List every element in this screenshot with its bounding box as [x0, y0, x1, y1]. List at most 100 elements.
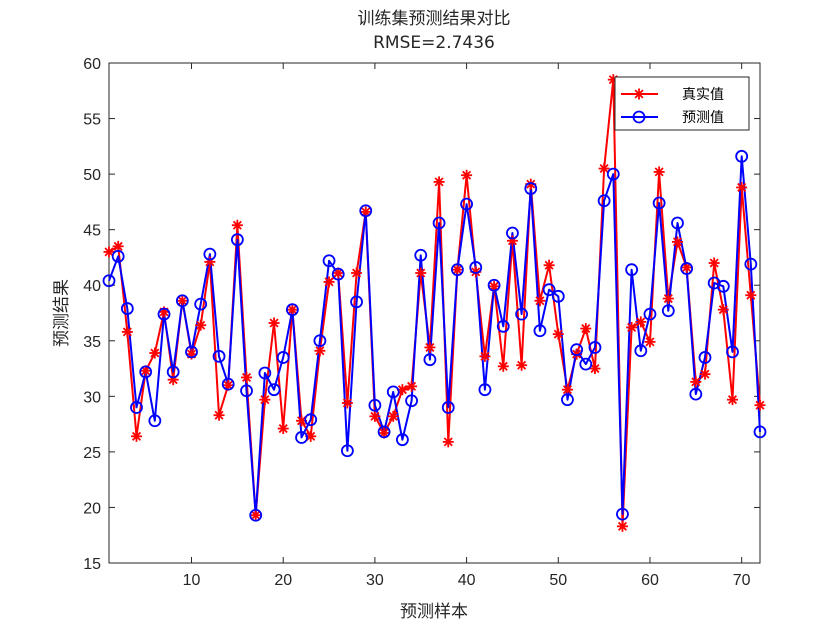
data-point-predicted: [130, 401, 143, 414]
data-point-predicted: [120, 302, 134, 315]
data-point-actual: [461, 169, 473, 181]
y-tick-label: 30: [83, 389, 101, 406]
data-point-actual: [589, 363, 601, 375]
data-point-actual: [598, 163, 610, 175]
data-point-actual: [415, 267, 427, 279]
data-point-actual: [433, 176, 445, 188]
data-point-predicted: [542, 283, 556, 297]
y-tick-label: 35: [83, 334, 101, 351]
data-point-predicted: [625, 263, 639, 277]
y-tick-label: 50: [83, 167, 101, 184]
y-axis-label: 预测结果: [52, 279, 72, 347]
series-group: [102, 74, 767, 532]
data-point-predicted: [285, 303, 299, 317]
data-point-predicted: [671, 216, 684, 230]
data-point-predicted: [597, 194, 611, 208]
data-point-actual: [277, 423, 289, 435]
data-point-predicted: [331, 267, 345, 281]
data-point-actual: [662, 293, 674, 305]
data-point-actual: [268, 317, 280, 329]
data-point-actual: [708, 257, 720, 269]
data-point-actual: [369, 410, 381, 422]
data-point-actual: [195, 319, 207, 331]
series-line-0: [108, 78, 761, 528]
data-point-actual: [653, 166, 665, 178]
data-point-predicted: [561, 393, 574, 407]
data-point-actual: [479, 350, 491, 362]
data-point-actual: [231, 219, 243, 231]
data-point-actual: [726, 394, 738, 406]
legend-marker-predicted: [632, 110, 646, 124]
x-tick-label: 30: [366, 572, 384, 589]
data-point-actual: [451, 264, 463, 276]
y-tick-label: 45: [83, 223, 101, 240]
x-axis: 10 20 30 40 50 60 70: [183, 63, 751, 589]
data-point-actual: [754, 399, 766, 411]
series-line-1: [108, 155, 761, 517]
data-point-predicted: [368, 398, 382, 412]
data-point-predicted: [240, 384, 253, 398]
data-point-predicted: [487, 278, 501, 292]
data-point-actual: [424, 341, 436, 353]
data-point-predicted: [606, 167, 620, 181]
data-point-predicted: [139, 365, 153, 379]
data-point-actual: [616, 520, 628, 532]
data-point-actual: [176, 295, 188, 307]
data-point-predicted: [185, 345, 198, 359]
data-point-predicted: [451, 263, 464, 277]
x-axis-label: 预测样本: [400, 602, 468, 622]
data-point-predicted: [322, 254, 336, 268]
data-point-predicted: [661, 304, 675, 318]
x-tick-label: 50: [549, 572, 567, 589]
data-point-predicted: [469, 261, 483, 274]
data-point-actual: [351, 267, 363, 279]
legend-label-actual: 真实值: [682, 87, 724, 103]
data-point-predicted: [634, 344, 648, 358]
data-point-predicted: [258, 366, 272, 380]
data-point-actual: [149, 347, 161, 359]
data-point-predicted: [735, 149, 749, 163]
y-tick-label: 25: [83, 445, 101, 462]
data-point-actual: [690, 376, 702, 388]
data-point-actual: [644, 336, 656, 348]
data-point-actual: [497, 360, 509, 372]
data-point-actual: [736, 181, 748, 193]
data-point-predicted: [533, 324, 547, 338]
legend: 真实值 预测值: [614, 76, 750, 131]
data-point-actual: [121, 326, 133, 338]
data-point-actual: [259, 394, 271, 406]
x-tick-label: 10: [183, 572, 201, 589]
data-point-predicted: [212, 349, 226, 363]
x-tick-label: 20: [274, 572, 292, 589]
data-point-predicted: [515, 307, 529, 321]
chart-subtitle: RMSE=2.7436: [373, 33, 495, 53]
data-point-predicted: [111, 249, 125, 263]
data-point-predicted: [340, 444, 354, 458]
data-point-actual: [552, 328, 564, 340]
data-point-predicted: [570, 343, 584, 357]
x-tick-label: 40: [458, 572, 476, 589]
data-point-actual: [543, 259, 555, 271]
data-point-predicted: [551, 289, 565, 303]
data-point-predicted: [588, 341, 602, 354]
data-point-actual: [580, 323, 592, 335]
data-point-predicted: [414, 248, 428, 262]
data-point-predicted: [175, 294, 189, 308]
data-point-predicted: [524, 182, 538, 195]
y-tick-label: 60: [83, 56, 101, 73]
data-point-predicted: [680, 262, 694, 275]
data-point-predicted: [579, 357, 593, 371]
data-point-actual: [286, 304, 298, 316]
data-point-actual: [406, 380, 418, 392]
data-point-actual: [561, 384, 573, 396]
data-point-predicted: [460, 197, 473, 211]
data-point-actual: [341, 397, 353, 409]
data-point-predicted: [203, 247, 217, 261]
data-point-actual: [699, 368, 711, 380]
data-point-predicted: [304, 413, 318, 427]
legend-marker-actual: [633, 88, 645, 100]
data-point-predicted: [652, 196, 666, 210]
x-tick-label: 60: [641, 572, 659, 589]
data-point-actual: [131, 430, 143, 442]
data-point-actual: [671, 236, 683, 248]
